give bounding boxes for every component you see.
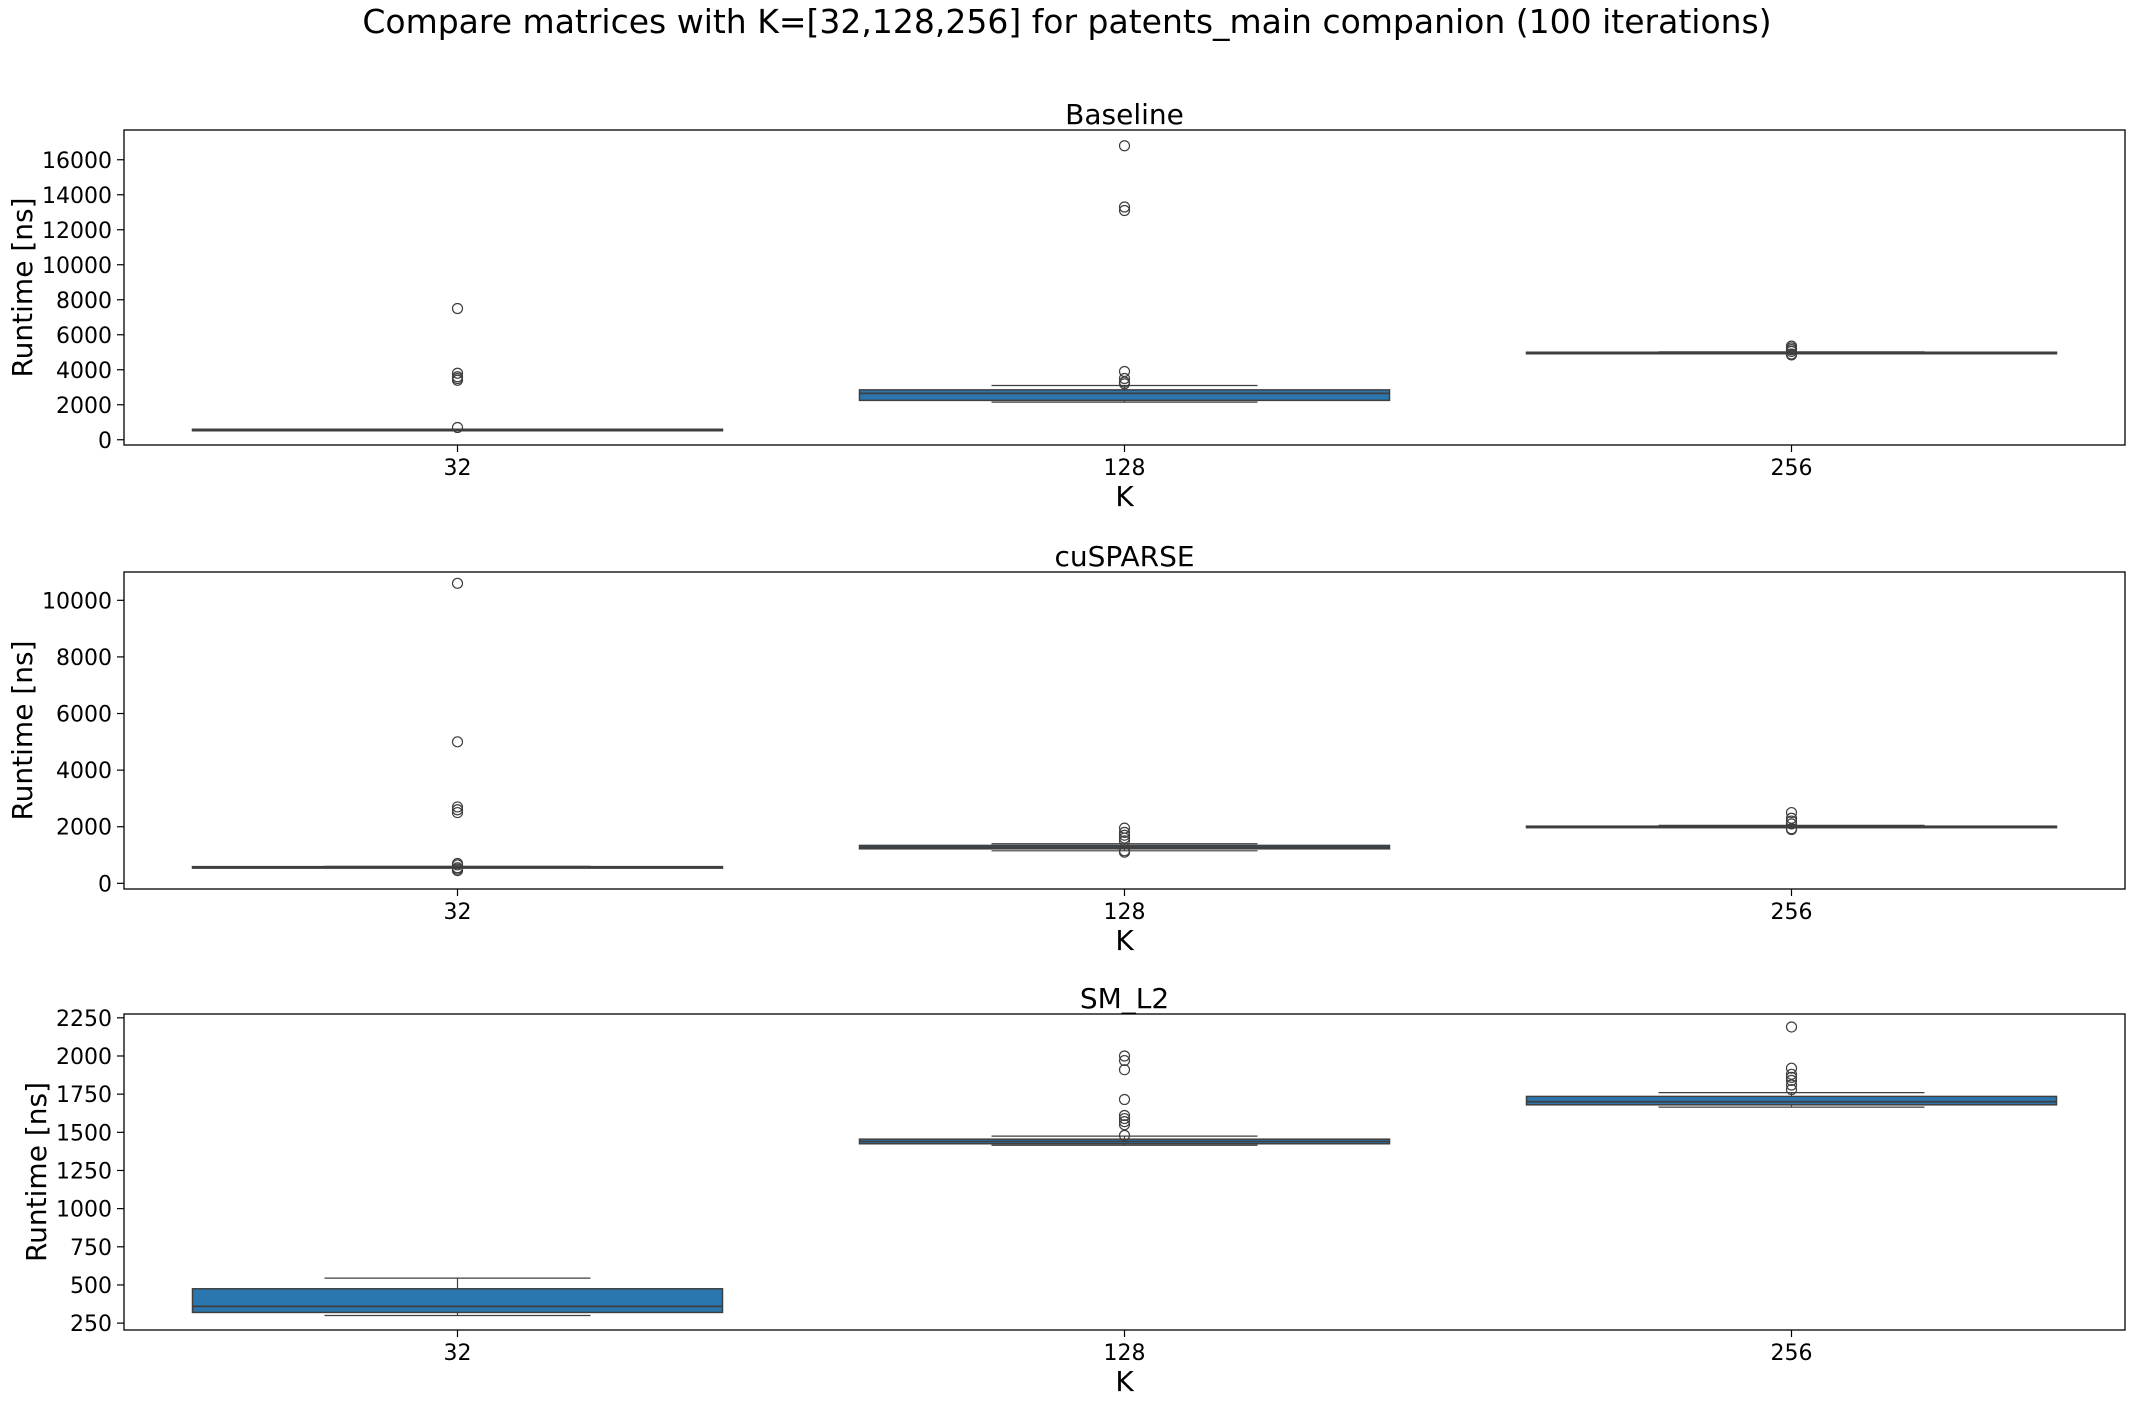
y-tick-label: 1000 [56, 1198, 112, 1223]
box-128 [860, 141, 1390, 402]
x-axis-label: K [1115, 1365, 1134, 1398]
subplot-title: SM_L2 [1080, 982, 1169, 1015]
box-32 [193, 304, 723, 433]
x-tick-label: 256 [1771, 1341, 1813, 1366]
subplot-cusparse: cuSPARSE 0 2000 4000 6000 8000 10000 32 128 256 K R… [6, 540, 2125, 957]
x-tick-label: 32 [444, 900, 472, 925]
y-tick-label: 10000 [42, 254, 112, 279]
x-axis-label: K [1115, 924, 1134, 957]
x-tick-label: 128 [1104, 1341, 1146, 1366]
y-tick-label: 1500 [56, 1121, 112, 1146]
y-tick-label: 4000 [56, 759, 112, 784]
outlier-point [453, 578, 463, 588]
y-axis-label: Runtime [ns] [6, 640, 39, 820]
x-tick-label: 256 [1771, 456, 1813, 481]
y-axis-label: Runtime [ns] [20, 1082, 53, 1262]
y-tick-label: 1750 [56, 1083, 112, 1108]
outlier-point [453, 304, 463, 314]
y-tick-label: 1250 [56, 1159, 112, 1184]
y-tick-label: 0 [98, 872, 112, 897]
box-256 [1527, 808, 2057, 835]
x-tick-label: 256 [1771, 900, 1813, 925]
x-axis-label: K [1115, 480, 1134, 513]
box-32 [193, 1278, 723, 1315]
y-tick-label: 750 [70, 1236, 112, 1261]
box-128 [860, 1051, 1390, 1145]
y-tick-label: 12000 [42, 219, 112, 244]
outlier-point [1120, 1094, 1130, 1104]
x-tick-label: 128 [1104, 900, 1146, 925]
outlier-point [1120, 367, 1130, 377]
outlier-point [453, 737, 463, 747]
box-128 [860, 823, 1390, 857]
y-tick-label: 500 [70, 1274, 112, 1299]
y-tick-label: 2000 [56, 816, 112, 841]
subplot-baseline: Baseline 0 2000 4000 6000 8000 10000 12000 14000… [6, 98, 2125, 513]
x-tick-label: 32 [444, 1341, 472, 1366]
box-256 [1527, 1022, 2057, 1107]
y-tick-label: 8000 [56, 646, 112, 671]
box-iqr [193, 1289, 723, 1313]
outlier-point [1787, 1063, 1797, 1073]
y-tick-label: 6000 [56, 703, 112, 728]
x-tick-label: 32 [444, 456, 472, 481]
y-tick-label: 10000 [42, 589, 112, 614]
outlier-point [1120, 141, 1130, 151]
y-tick-label: 2250 [56, 1007, 112, 1032]
box-32 [193, 578, 723, 875]
outlier-point [1120, 1065, 1130, 1075]
axes-frame [124, 572, 2125, 889]
y-tick-label: 2000 [56, 1045, 112, 1070]
subplot-title: cuSPARSE [1054, 540, 1194, 573]
y-axis-label: Runtime [ns] [6, 197, 39, 377]
y-tick-label: 16000 [42, 149, 112, 174]
y-tick-label: 8000 [56, 289, 112, 314]
outlier-point [1787, 1022, 1797, 1032]
x-tick-label: 128 [1104, 456, 1146, 481]
y-tick-label: 250 [70, 1312, 112, 1337]
y-tick-label: 2000 [56, 394, 112, 419]
subplot-sm-l2: SM_L2 250 500 750 1000 1250 1500 1750 2000 2250 32… [20, 982, 2125, 1398]
box-iqr [1527, 1096, 2057, 1104]
subplot-title: Baseline [1065, 98, 1184, 131]
y-tick-label: 6000 [56, 324, 112, 349]
y-tick-label: 14000 [42, 184, 112, 209]
y-tick-label: 0 [98, 429, 112, 454]
box-256 [1527, 341, 2057, 360]
box-iqr [860, 390, 1390, 401]
y-tick-label: 4000 [56, 359, 112, 384]
